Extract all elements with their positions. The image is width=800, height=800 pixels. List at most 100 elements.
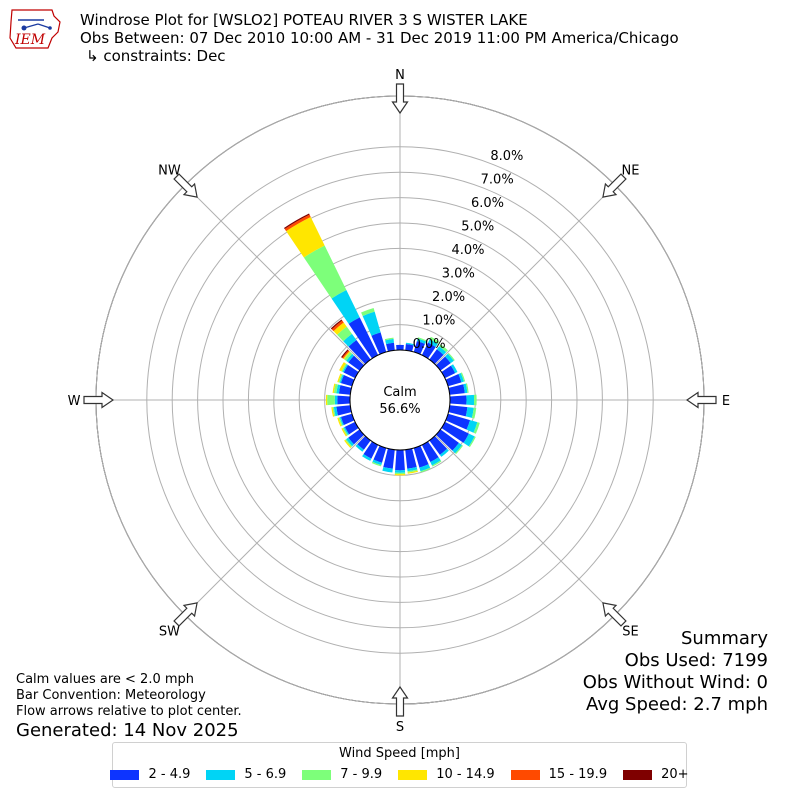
windrose-bar — [382, 466, 393, 473]
direction-label: NW — [158, 163, 181, 178]
direction-label: E — [722, 394, 730, 409]
windrose-bar — [348, 317, 379, 359]
direction-label: NE — [622, 163, 640, 178]
windrose-bar — [473, 394, 477, 406]
legend-swatch — [206, 769, 236, 780]
radial-tick-label: 0.0% — [413, 337, 446, 352]
legend-label: 5 - 6.9 — [244, 767, 287, 782]
calm-label: Calm — [383, 385, 416, 400]
windrose-bar — [455, 445, 464, 455]
windrose-bar — [421, 342, 436, 359]
windrose-bar — [373, 445, 387, 463]
windrose-bar — [463, 433, 475, 447]
windrose-bar — [445, 353, 454, 364]
windrose-bar — [340, 413, 355, 425]
windrose-bar — [405, 342, 414, 346]
legend-swatch — [398, 769, 428, 780]
windrose-bar — [362, 454, 372, 461]
windrose-bar — [371, 461, 382, 467]
windrose-bar — [355, 444, 364, 452]
svg-text:IEM: IEM — [14, 32, 46, 48]
flow-arrow-icon — [173, 602, 198, 627]
windrose-bar — [419, 464, 431, 472]
windrose-bar — [468, 436, 476, 448]
radial-tick-label: 6.0% — [471, 196, 504, 211]
iem-logo: IEM — [8, 8, 64, 50]
windrose-bar — [343, 364, 359, 379]
windrose-bar — [341, 363, 347, 372]
windrose-bar — [343, 426, 350, 436]
grid-spoke — [435, 184, 616, 365]
windrose-bar — [413, 340, 425, 355]
radial-tick-label: 1.0% — [422, 313, 455, 328]
radial-tick-label: 4.0% — [451, 243, 484, 258]
windrose-bar — [441, 421, 469, 443]
windrose-bar — [325, 394, 328, 406]
legend-item: 10 - 14.9 — [398, 767, 495, 782]
direction-label: S — [396, 720, 404, 735]
windrose-bar — [332, 383, 336, 394]
flow-arrow-icon — [391, 685, 409, 717]
flow-arrow-icon — [602, 602, 627, 627]
windrose-bar — [386, 342, 395, 352]
windrose-bar — [466, 420, 478, 433]
windrose-bar — [463, 383, 468, 394]
windrose-bar — [445, 413, 471, 430]
summary-block: Summary Obs Used: 7199 Obs Without Wind:… — [583, 628, 768, 716]
flow-note: Flow arrows relative to plot center. — [16, 704, 242, 719]
windrose-bar — [450, 364, 458, 374]
windrose-bar — [333, 406, 338, 417]
calm-circle — [349, 349, 451, 451]
windrose-bar — [394, 472, 406, 475]
windrose-bar — [435, 429, 459, 451]
windrose-bar — [407, 470, 418, 474]
windrose-bar — [337, 417, 342, 427]
legend-item: 7 - 9.9 — [302, 767, 382, 782]
obs-period: Obs Between: 07 Dec 2010 10:00 AM - 31 D… — [80, 29, 679, 47]
windrose-bar — [439, 344, 448, 353]
windrose-bar — [439, 448, 449, 457]
windrose-bar — [441, 365, 456, 379]
legend-label: 15 - 19.9 — [548, 767, 608, 782]
windrose-bar — [337, 395, 351, 405]
generated-date: Generated: 14 Nov 2025 — [16, 720, 239, 741]
windrose-bar — [428, 339, 438, 347]
windrose-bar — [361, 307, 375, 317]
chart-title: Windrose Plot for [WSLO2] POTEAU RIVER 3… — [80, 11, 528, 29]
legend-item: 20+ — [623, 767, 689, 782]
flow-arrow-icon — [602, 173, 627, 198]
windrose-bar — [338, 417, 343, 427]
radial-tick-label: 7.0% — [481, 173, 514, 188]
windrose-bar — [420, 467, 431, 473]
windrose-bar — [473, 422, 480, 434]
windrose-bar — [331, 320, 344, 332]
windrose-bar — [407, 466, 418, 472]
windrose-bar — [286, 216, 325, 258]
plot-notes: Calm values are < 2.0 mph Bar Convention… — [16, 672, 242, 720]
obs-used: Obs Used: 7199 — [624, 650, 768, 671]
flow-arrow-icon — [173, 173, 198, 198]
radial-tick-label: 3.0% — [442, 266, 475, 281]
windrose-bar — [346, 437, 354, 447]
legend-label: 10 - 14.9 — [436, 767, 495, 782]
legend-swatch — [302, 769, 332, 780]
windrose-bar — [283, 213, 310, 230]
grid-spoke — [184, 184, 365, 365]
avg-speed: Avg Speed: 2.7 mph — [586, 694, 768, 715]
windrose-bar — [348, 355, 365, 371]
windrose-bar — [338, 373, 343, 383]
windrose-bar — [363, 441, 379, 459]
windrose-bar — [405, 448, 417, 469]
legend-items: 2 - 4.9 5 - 6.9 7 - 9.9 10 - 14.9 15 - 19.9 2… — [110, 767, 689, 782]
chart-title-block: Windrose Plot for [WSLO2] POTEAU RIVER 3… — [80, 11, 679, 65]
windrose-bar — [348, 429, 365, 445]
windrose-bar — [332, 406, 336, 417]
windrose-bar — [413, 445, 429, 468]
windrose-bar — [343, 333, 357, 347]
windrose-bar — [429, 349, 444, 365]
direction-label: SW — [159, 625, 180, 640]
legend-item: 5 - 6.9 — [206, 767, 286, 782]
flow-arrow-icon — [685, 391, 717, 409]
legend: Wind Speed [mph] 2 - 4.9 5 - 6.9 7 - 9.9 10… — [110, 742, 689, 788]
